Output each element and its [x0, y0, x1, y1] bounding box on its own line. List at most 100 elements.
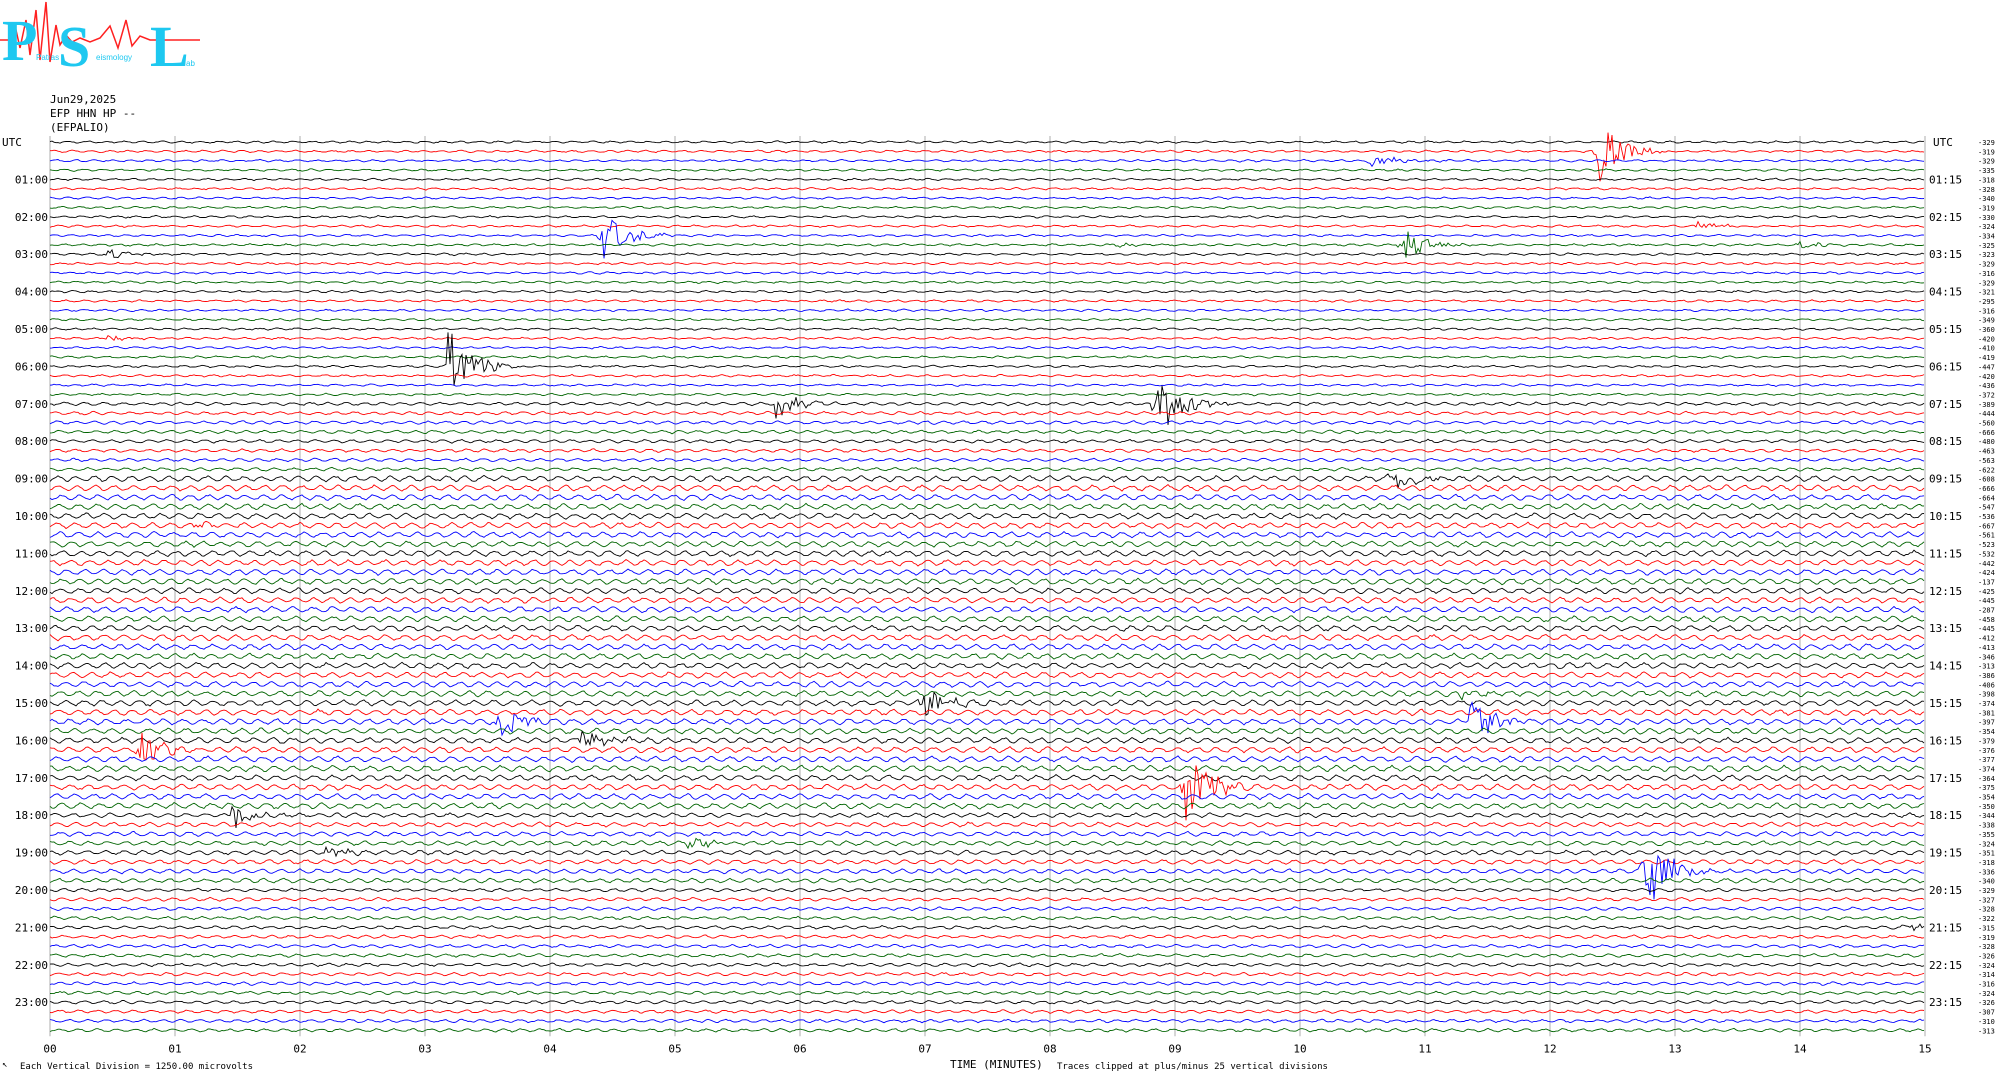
- offset-label: -379: [1978, 737, 1995, 745]
- right-hour-label: 03:15: [1929, 248, 1962, 261]
- trace-87: [49, 952, 1925, 958]
- offset-label: -334: [1978, 233, 1995, 241]
- trace-75: [49, 837, 1925, 850]
- left-hour-label: 14:00: [15, 660, 48, 673]
- offset-label: -318: [1978, 176, 1995, 184]
- offset-label: -335: [1978, 167, 1995, 175]
- trace-80: [49, 887, 1925, 893]
- offset-label: -425: [1978, 588, 1995, 596]
- offset-label: -420: [1978, 373, 1995, 381]
- offset-label: -397: [1978, 719, 1995, 727]
- left-hour-label: 07:00: [15, 398, 48, 411]
- offset-label: -336: [1978, 868, 1995, 876]
- trace-38: [49, 493, 1925, 502]
- offset-label: -327: [1978, 896, 1995, 904]
- x-tick-14: 14: [1793, 1042, 1807, 1055]
- offset-label: -463: [1978, 448, 1995, 456]
- trace-72: [49, 805, 1925, 829]
- offset-label: -381: [1978, 709, 1995, 717]
- logo-word-3: ab: [186, 59, 195, 68]
- offset-label: -318: [1978, 859, 1995, 867]
- offset-label: -324: [1978, 840, 1995, 848]
- trace-84: [49, 923, 1925, 932]
- trace-55: [49, 652, 1925, 661]
- offset-label: -444: [1978, 410, 1995, 418]
- right-hour-label: 09:15: [1929, 473, 1962, 486]
- offset-label: -316: [1978, 981, 1995, 989]
- right-hour-label: 13:15: [1929, 622, 1962, 635]
- minute-grid: [49, 136, 1926, 1037]
- trace-39: [49, 502, 1925, 511]
- trace-74: [50, 830, 1925, 837]
- header-station: (EFPALIO): [50, 121, 110, 134]
- right-hour-label: 12:15: [1929, 585, 1962, 598]
- offset-label: -563: [1978, 457, 1995, 465]
- right-hour-label: 23:15: [1929, 996, 1962, 1009]
- right-hour-label: 01:15: [1929, 173, 1962, 186]
- offset-label: -436: [1978, 382, 1995, 390]
- time-axis: 00 01 02 03 04 05 06 07 08 09 10 11 12 13 14 15: [43, 1042, 1931, 1055]
- offset-label: -354: [1978, 794, 1995, 802]
- trace-50: [49, 605, 1925, 614]
- trace-41: [49, 520, 1925, 530]
- offset-label: -372: [1978, 391, 1995, 399]
- trace-60: [49, 691, 1925, 716]
- offset-label: -622: [1978, 466, 1995, 474]
- x-tick-00: 00: [43, 1042, 56, 1055]
- offset-label: -412: [1978, 635, 1995, 643]
- offset-label: -324: [1978, 962, 1995, 970]
- offset-label: -364: [1978, 775, 1995, 783]
- right-hour-label: 17:15: [1929, 772, 1962, 785]
- trace-4: [49, 177, 1925, 182]
- offset-label: -328: [1978, 186, 1995, 194]
- offset-label: -330: [1978, 214, 1995, 222]
- offset-label: -349: [1978, 317, 1995, 325]
- trace-43: [49, 540, 1925, 548]
- left-hour-label: 01:00: [15, 173, 48, 186]
- trace-36: [49, 473, 1925, 489]
- offset-label: -313: [1978, 663, 1995, 671]
- trace-56: [49, 661, 1925, 670]
- offset-label: -344: [1978, 812, 1995, 820]
- right-hour-label: 15:15: [1929, 697, 1962, 710]
- offset-label: -547: [1978, 504, 1995, 512]
- left-hour-label: 18:00: [15, 809, 48, 822]
- left-hour-label: 22:00: [15, 959, 48, 972]
- trace-94: [49, 1018, 1925, 1024]
- trace-33: [49, 448, 1925, 453]
- offset-label: -413: [1978, 644, 1995, 652]
- offset-label: -328: [1978, 943, 1995, 951]
- logo-word-1: Patras: [36, 53, 59, 62]
- header-channel: EFP HHN HP --: [50, 107, 137, 120]
- offset-label: -664: [1978, 494, 1995, 502]
- offset-label: -667: [1978, 522, 1995, 530]
- trace-76: [49, 845, 1925, 858]
- offset-label: -354: [1978, 728, 1995, 736]
- offset-label: -389: [1978, 401, 1995, 409]
- trace-66: [49, 755, 1925, 763]
- trace-90: [49, 981, 1925, 986]
- offset-label: -355: [1978, 831, 1995, 839]
- x-tick-05: 05: [668, 1042, 681, 1055]
- right-hour-labels: UTC 01:15 02:15 03:15 04:15 05:15 06:15 07:15 08…: [1929, 136, 1962, 1009]
- trace-16: [49, 289, 1925, 294]
- trace-44: [49, 549, 1925, 558]
- trace-19: [49, 317, 1925, 322]
- offset-label: -386: [1978, 672, 1995, 680]
- offset-label: -137: [1978, 578, 1995, 586]
- trace-91: [49, 990, 1925, 996]
- trace-52: [49, 624, 1925, 633]
- x-axis-label: TIME (MINUTES): [950, 1058, 1043, 1071]
- trace-65: [49, 732, 1925, 761]
- x-tick-12: 12: [1543, 1042, 1556, 1055]
- x-tick-09: 09: [1168, 1042, 1181, 1055]
- right-hour-label: 10:15: [1929, 510, 1962, 523]
- offset-label: -351: [1978, 850, 1995, 858]
- right-hour-label: 22:15: [1929, 959, 1962, 972]
- trace-3: [49, 168, 1925, 172]
- left-hour-label: 15:00: [15, 697, 48, 710]
- trace-78: [49, 854, 1925, 900]
- trace-85: [49, 934, 1925, 939]
- trace-71: [49, 802, 1925, 810]
